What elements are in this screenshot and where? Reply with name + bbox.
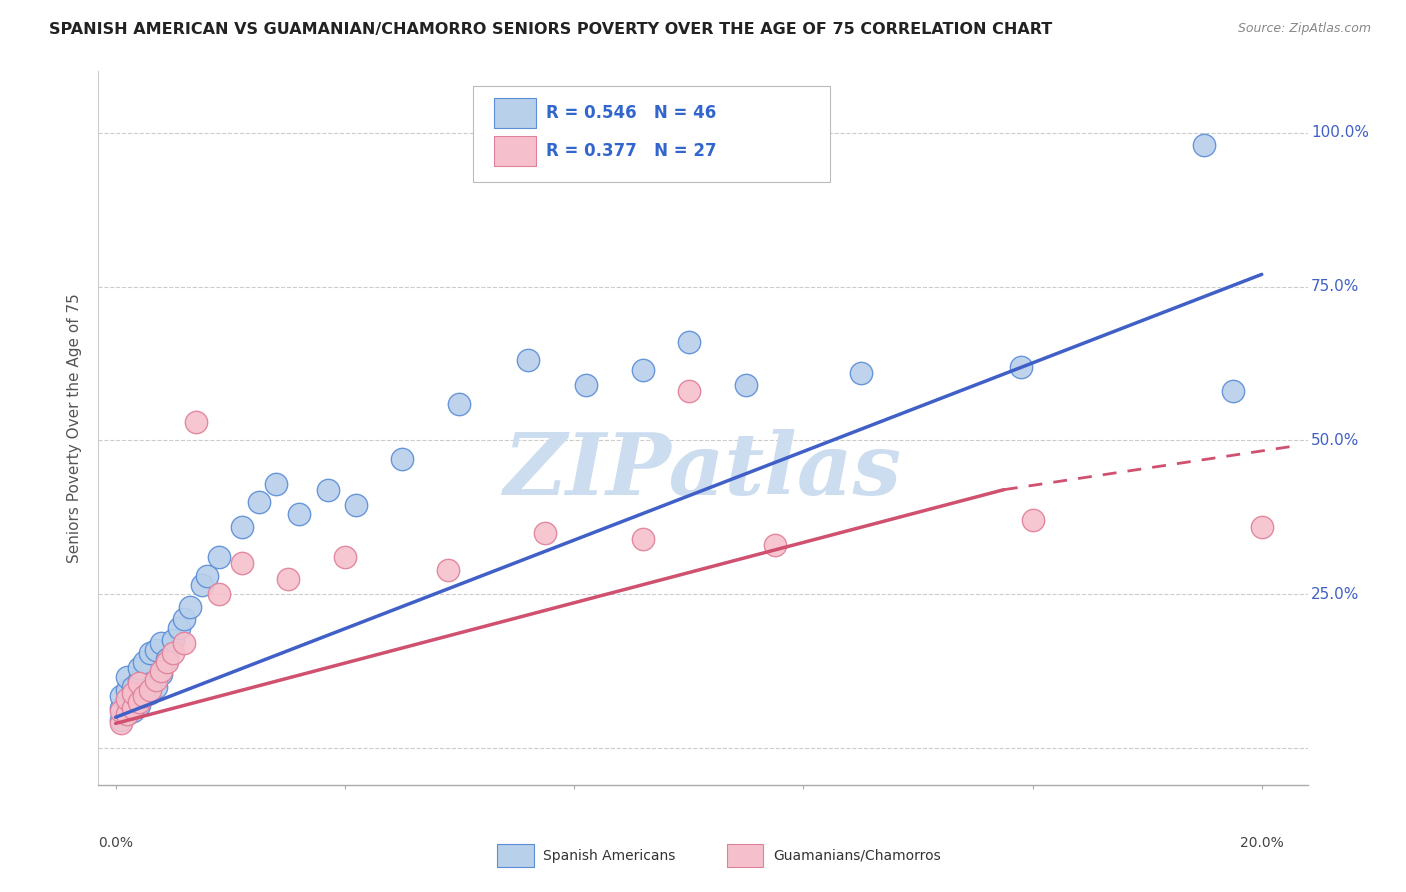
Point <box>574 378 596 392</box>
Point <box>195 569 218 583</box>
Point <box>110 716 132 731</box>
Point <box>247 495 270 509</box>
Text: ZIPatlas: ZIPatlas <box>503 429 903 513</box>
Point <box>231 519 253 533</box>
Point <box>115 707 138 722</box>
Point <box>156 652 179 666</box>
Point <box>134 655 156 669</box>
Point <box>145 680 167 694</box>
Text: Spanish Americans: Spanish Americans <box>543 848 676 863</box>
Bar <box>494 98 536 128</box>
Point <box>115 695 138 709</box>
Bar <box>494 136 536 166</box>
Point <box>110 714 132 728</box>
Point <box>316 483 339 497</box>
Point <box>121 704 143 718</box>
Point <box>134 689 156 703</box>
Point <box>1194 138 1216 153</box>
Point <box>179 599 201 614</box>
Point <box>150 636 173 650</box>
Point <box>110 701 132 715</box>
Point <box>115 691 138 706</box>
Y-axis label: Seniors Poverty Over the Age of 75: Seniors Poverty Over the Age of 75 <box>67 293 83 563</box>
Text: Source: ZipAtlas.com: Source: ZipAtlas.com <box>1237 22 1371 36</box>
Point <box>763 538 786 552</box>
Point <box>150 664 173 678</box>
Point <box>277 572 299 586</box>
Point <box>128 676 150 690</box>
Point <box>128 695 150 709</box>
Point <box>391 451 413 466</box>
Point <box>128 673 150 688</box>
FancyBboxPatch shape <box>474 86 830 182</box>
Point <box>231 557 253 571</box>
Point <box>121 701 143 715</box>
Point <box>678 384 700 399</box>
Text: SPANISH AMERICAN VS GUAMANIAN/CHAMORRO SENIORS POVERTY OVER THE AGE OF 75 CORREL: SPANISH AMERICAN VS GUAMANIAN/CHAMORRO S… <box>49 22 1053 37</box>
Text: 0.0%: 0.0% <box>98 837 134 850</box>
Point <box>139 682 162 697</box>
Point <box>517 353 540 368</box>
Point <box>264 476 287 491</box>
Point <box>449 396 471 410</box>
Point <box>437 563 460 577</box>
Point <box>145 642 167 657</box>
Point <box>1250 519 1272 533</box>
Point <box>1222 384 1244 399</box>
Point <box>115 670 138 684</box>
Point <box>121 686 143 700</box>
Point <box>1021 513 1043 527</box>
Point <box>162 646 184 660</box>
Text: R = 0.377   N = 27: R = 0.377 N = 27 <box>546 143 717 161</box>
Point <box>150 667 173 681</box>
Bar <box>727 844 763 867</box>
Text: 20.0%: 20.0% <box>1240 837 1284 850</box>
Point <box>190 578 212 592</box>
Text: R = 0.546   N = 46: R = 0.546 N = 46 <box>546 104 716 122</box>
Point <box>208 587 231 601</box>
Point <box>849 366 872 380</box>
Text: 50.0%: 50.0% <box>1312 433 1360 448</box>
Point <box>167 621 190 635</box>
Point <box>115 682 138 697</box>
Point <box>208 550 231 565</box>
Point <box>139 686 162 700</box>
Point <box>333 550 356 565</box>
Text: 100.0%: 100.0% <box>1312 126 1369 140</box>
Point <box>631 532 654 546</box>
Point <box>735 378 758 392</box>
Point <box>288 508 311 522</box>
Bar <box>498 844 534 867</box>
Point <box>115 707 138 722</box>
Text: 25.0%: 25.0% <box>1312 587 1360 602</box>
Point <box>110 689 132 703</box>
Point <box>173 612 195 626</box>
Point <box>1010 359 1032 374</box>
Point <box>134 689 156 703</box>
Point <box>110 704 132 718</box>
Point <box>121 680 143 694</box>
Point <box>173 636 195 650</box>
Point <box>344 498 367 512</box>
Point <box>145 673 167 688</box>
Text: 75.0%: 75.0% <box>1312 279 1360 294</box>
Point <box>139 646 162 660</box>
Point <box>128 661 150 675</box>
Point <box>121 691 143 706</box>
Point <box>162 633 184 648</box>
Point <box>128 698 150 712</box>
Point <box>678 334 700 349</box>
Point <box>156 655 179 669</box>
Point <box>184 415 207 429</box>
Point <box>631 362 654 376</box>
Point <box>534 525 557 540</box>
Text: Guamanians/Chamorros: Guamanians/Chamorros <box>773 848 941 863</box>
